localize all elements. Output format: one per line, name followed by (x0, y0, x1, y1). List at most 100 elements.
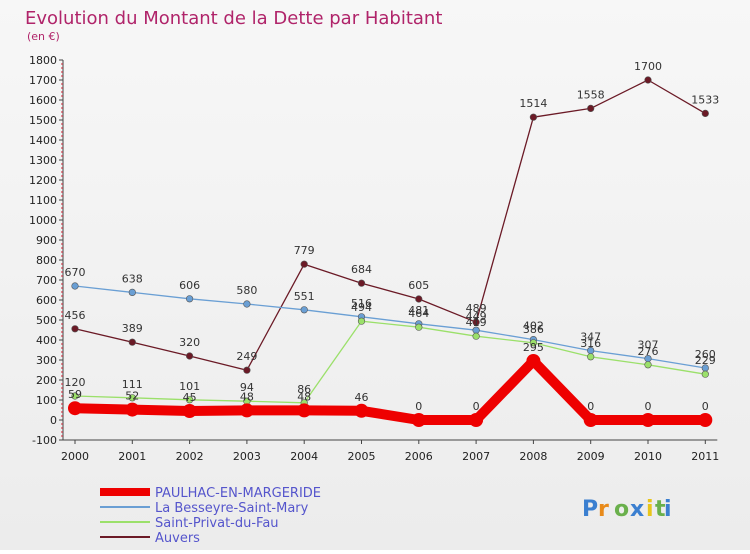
x-tick-label: 2001 (118, 450, 146, 463)
y-tick-label: 1400 (29, 134, 57, 147)
data-point (644, 76, 652, 84)
data-point (469, 413, 484, 427)
data-point (186, 295, 194, 303)
data-label: 86 (297, 383, 311, 396)
y-tick-label: 0 (50, 414, 57, 427)
logo-letter: P (582, 497, 598, 522)
logo-letter: t (655, 497, 666, 522)
data-point (583, 413, 598, 427)
y-tick-label: 200 (36, 374, 57, 387)
data-point (182, 404, 197, 418)
data-point (71, 282, 79, 290)
data-label: 101 (179, 380, 200, 393)
series-paulhac-en-margeride: 59 52 45 48 48 46 0 0 295 0 0 0 (68, 341, 713, 427)
data-label: 779 (294, 244, 315, 257)
data-point (529, 339, 538, 347)
series-auvers: 456 389 320 249 779 684 605 489 1514 1558 1700 1533 (65, 60, 719, 374)
x-tick-label: 2004 (290, 450, 318, 463)
y-tick-label: 1200 (29, 174, 57, 187)
chart-subtitle: (en €) (27, 30, 60, 43)
data-label: 0 (645, 400, 652, 413)
y-tick-label: -100 (32, 434, 57, 447)
series-layer: 456 389 320 249 779 684 605 489 1514 1558 1700 1533… (65, 60, 719, 427)
data-point (68, 401, 82, 416)
logo-letter: i (646, 497, 654, 522)
y-tick-label: 400 (36, 334, 57, 347)
data-label: 456 (65, 309, 86, 322)
data-label: 260 (695, 348, 716, 361)
data-point (128, 338, 136, 346)
data-label: 0 (415, 400, 422, 413)
data-point (71, 392, 79, 400)
data-point (125, 402, 140, 417)
y-tick-label: 600 (36, 294, 57, 307)
data-point (357, 317, 366, 325)
data-label: 402 (523, 320, 544, 333)
data-label: 94 (240, 381, 254, 394)
data-point (300, 306, 308, 314)
data-point (641, 413, 655, 427)
data-label: 684 (351, 263, 372, 276)
y-tick-label: 1000 (29, 214, 57, 227)
data-label: 295 (523, 341, 544, 354)
series-line (74, 356, 706, 425)
data-label: 489 (466, 302, 487, 315)
data-label: 386 (523, 323, 544, 336)
data-point (472, 318, 480, 326)
data-point (644, 361, 652, 369)
y-tick-label: 1600 (29, 94, 57, 107)
data-label: 59 (68, 388, 82, 401)
y-tick-label: 1800 (29, 54, 57, 67)
data-label: 52 (125, 390, 139, 403)
legend-label: La Besseyre-Saint-Mary (155, 501, 309, 516)
data-label: 1514 (519, 97, 547, 110)
x-tick-label: 2008 (519, 450, 547, 463)
x-tick-label: 2003 (233, 450, 261, 463)
data-point (300, 260, 308, 268)
data-label: 605 (408, 279, 429, 292)
data-point (701, 370, 709, 378)
data-label: 307 (638, 339, 659, 352)
data-point (526, 354, 541, 368)
data-label: 347 (580, 331, 601, 344)
data-point (128, 288, 136, 297)
legend-label: PAULHAC-EN-MARGERIDE (155, 486, 321, 501)
data-label: 606 (179, 279, 200, 292)
x-tick-label: 2010 (634, 450, 662, 463)
y-tick-label: 900 (36, 234, 57, 247)
data-label: 48 (297, 390, 311, 403)
data-label: 46 (355, 391, 369, 404)
data-label: 419 (466, 316, 487, 329)
data-label: 481 (408, 304, 429, 317)
x-tick-label: 2000 (61, 450, 89, 463)
logo-letter: r (598, 497, 609, 522)
data-label: 494 (351, 301, 372, 314)
y-tick-label: 700 (36, 274, 57, 287)
y-tick-label: 300 (36, 354, 57, 367)
series-la-besseyre-saint-mary: 670 638 606 580 551 516 481 449 402 347 307 260 (65, 266, 716, 372)
data-label: 0 (473, 400, 480, 413)
data-point (239, 403, 254, 418)
legend-label: Saint-Privat-du-Fau (155, 516, 279, 531)
y-tick-label: 1100 (29, 194, 57, 207)
data-point (357, 279, 366, 287)
data-point (529, 113, 538, 121)
data-point (128, 394, 136, 402)
data-label: 551 (294, 290, 315, 303)
series-saint-privat-du-fau: 120 111 101 94 86 494 464 419 386 316 276 229 (65, 301, 716, 407)
x-tick-label: 2006 (405, 450, 433, 463)
data-label: 249 (236, 350, 257, 363)
data-label: 449 (466, 310, 487, 323)
series-line (74, 320, 706, 404)
data-point (186, 396, 194, 404)
data-label: 111 (122, 378, 143, 391)
y-tick-label: 1500 (29, 114, 57, 127)
series-line (74, 285, 706, 369)
data-label: 389 (122, 322, 143, 335)
y-tick-label: 1300 (29, 154, 57, 167)
data-label: 0 (702, 400, 709, 413)
axes: -100010020030040050060070080090010001100… (29, 54, 719, 463)
